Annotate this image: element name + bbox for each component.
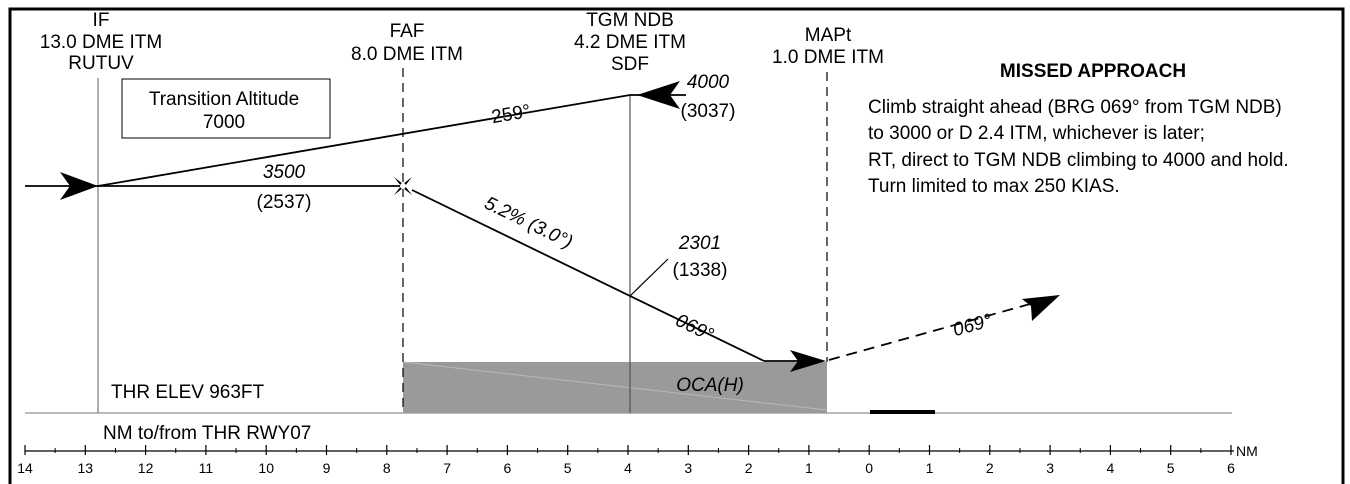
scale-tick-label: 13 — [78, 460, 94, 476]
missed-approach-line-1: Climb straight ahead (BRG 069° from TGM … — [868, 97, 1282, 118]
scale-tick-label: 1 — [805, 460, 813, 476]
oca-label: OCA(H) — [676, 375, 744, 396]
scale-tick-label: 7 — [443, 460, 451, 476]
scale-tick-label: 5 — [1167, 460, 1175, 476]
missed-approach-line-3: RT, direct to TGM NDB climbing to 4000 a… — [868, 150, 1289, 171]
scale-tick-label: 3 — [684, 460, 692, 476]
mapt-arrow-icon — [790, 350, 826, 372]
scale-tick-label: 11 — [199, 460, 214, 476]
missed-approach-path — [828, 303, 1031, 361]
chart-frame — [8, 7, 1345, 484]
missed-approach-line-4: Turn limited to max 250 KIAS. — [868, 176, 1120, 197]
scale-tick-label: 12 — [138, 460, 154, 476]
initial-height: (2537) — [257, 192, 312, 213]
scale-tick-label: 8 — [383, 460, 391, 476]
ndb-fix-distance: 4.2 DME ITM — [574, 32, 686, 53]
scale-tick-label: 5 — [564, 460, 572, 476]
descent-path-line — [411, 189, 765, 362]
step-down-height: (1338) — [673, 260, 728, 281]
if-fix-name: IF — [93, 10, 110, 31]
initial-altitude: 3500 — [263, 162, 306, 183]
faf-cross-icon — [394, 177, 412, 195]
scale-tick-label: 9 — [323, 460, 331, 476]
threshold-elevation: THR ELEV 963FT — [111, 382, 264, 403]
mapt-fix-name: MAPt — [805, 25, 852, 46]
scale-tick-label: 6 — [504, 460, 512, 476]
faf-fix-distance: 8.0 DME ITM — [351, 44, 463, 65]
missed-approach-title: MISSED APPROACH — [1000, 61, 1186, 82]
holding-arrow-icon — [637, 81, 680, 109]
scale-tick-label: 1 — [926, 460, 934, 476]
final-track-bearing: 069° — [672, 310, 717, 346]
scale-tick-label: 3 — [1046, 460, 1054, 476]
missed-track-bearing: 069° — [951, 310, 995, 341]
if-fix-id: RUTUV — [68, 53, 134, 74]
holding-altitude: 4000 — [687, 72, 730, 93]
ndb-fix-name: TGM NDB — [586, 10, 674, 31]
distance-scale-unit: NM — [1236, 443, 1258, 459]
if-fix-distance: 13.0 DME ITM — [40, 32, 162, 53]
scale-tick-label: 2 — [745, 460, 753, 476]
distance-scale-ticks: 14 13 12 11 10 9 8 7 6 5 4 3 2 1 0 1 2 3 4 5 6 — [17, 445, 1235, 476]
scale-tick-label: 6 — [1227, 460, 1235, 476]
missed-approach-line-2: to 3000 or D 2.4 ITM, whichever is later… — [868, 123, 1205, 144]
return-track-line — [97, 94, 631, 187]
oca-area-diagonal — [402, 361, 828, 411]
scale-tick-label: 4 — [1107, 460, 1115, 476]
mapt-fix-distance: 1.0 DME ITM — [772, 47, 884, 68]
step-down-leader — [629, 258, 669, 297]
transition-altitude-label: Transition Altitude — [149, 89, 299, 110]
scale-tick-label: 2 — [986, 460, 994, 476]
transition-altitude-value: 7000 — [203, 112, 245, 133]
step-down-altitude: 2301 — [678, 233, 721, 254]
oca-area — [403, 362, 827, 413]
missed-approach-arrow-icon — [1022, 295, 1060, 321]
scale-tick-label: 0 — [865, 460, 873, 476]
scale-tick-label: 4 — [624, 460, 632, 476]
scale-tick-label: 10 — [258, 460, 274, 476]
scale-tick-label: 14 — [17, 460, 33, 476]
transition-altitude-box — [121, 78, 331, 139]
descent-gradient: 5.2% (3.0°) — [481, 193, 576, 253]
return-track-bearing: 259° — [490, 101, 532, 128]
axis-caption: NM to/from THR RWY07 — [103, 423, 311, 444]
faf-fix-name: FAF — [390, 21, 425, 42]
ndb-fix-id: SDF — [611, 54, 649, 75]
inbound-arrow-icon — [60, 172, 98, 200]
holding-height: (3037) — [681, 101, 736, 122]
